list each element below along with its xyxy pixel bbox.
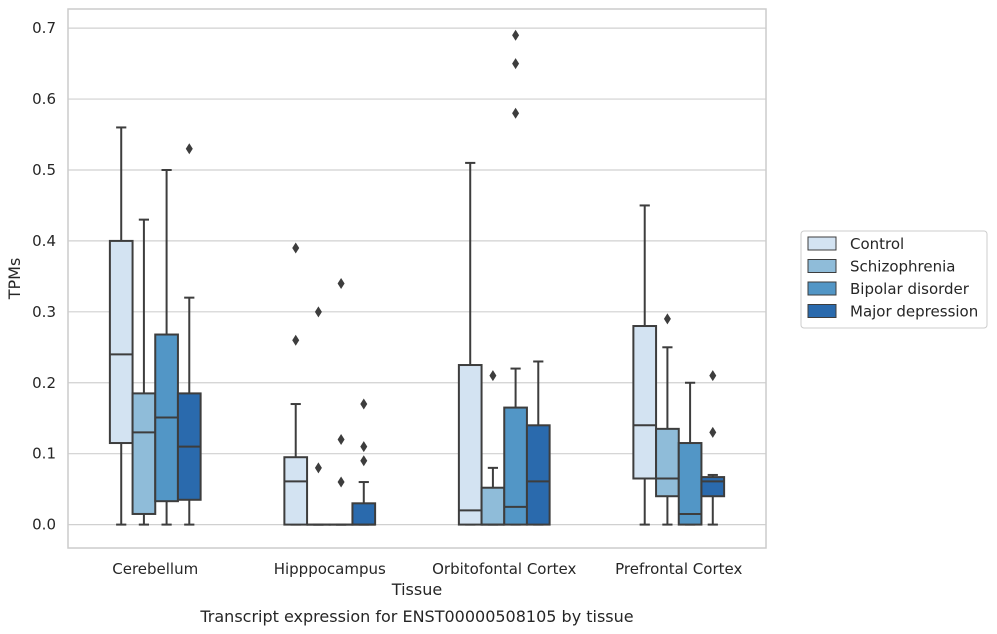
y-axis-ticks: 0.0 0.1 0.2 0.3 0.4 0.5 0.6 0.7 [32,19,56,533]
box-body [108,239,134,445]
chart-caption: Transcript expression for ENST0000050810… [199,607,633,626]
legend-swatch [807,259,837,273]
legend-label: Control [850,235,904,253]
box-1-2 [328,277,354,526]
box-0-2 [154,168,179,526]
outlier-point [337,433,345,445]
y-tick-label: 0.7 [32,19,56,37]
outlier-point [337,476,345,488]
plot-frame [67,8,767,549]
y-axis-label: TPMs [5,258,24,301]
box-body [351,502,377,526]
box-1-0 [283,242,309,526]
x-axis-ticks: Cerebellum Hipppocampus Orbitofontal Corte… [112,560,742,578]
y-tick-label: 0.2 [32,374,56,392]
box-0-3 [176,143,202,526]
legend: Control Schizophrenia Bipolar disorder Majo… [800,230,988,329]
box-body [131,392,157,515]
y-tick-label: 0.1 [32,445,56,463]
legend-swatch [807,281,837,296]
box-3-1 [655,313,680,526]
legend-label: Major depression [850,303,978,321]
box-2-3 [525,360,551,526]
legend-swatch [807,304,837,318]
box-3-3 [700,370,726,526]
box-body [700,476,726,498]
y-tick-label: 0.3 [32,303,56,321]
outlier-point [709,426,717,438]
box-plot-series [108,29,726,526]
y-tick-label: 0.6 [32,90,56,108]
x-tick-label: Cerebellum [112,560,198,578]
box-body [525,424,551,526]
box-body [632,325,658,480]
box-2-2 [503,29,528,526]
outlier-point [360,441,368,453]
box-body [677,442,703,526]
box-0-1 [131,218,157,526]
y-tick-label: 0.4 [32,232,56,250]
outlier-point [512,29,520,41]
box-1-3 [351,398,377,526]
outlier-point [185,143,193,155]
box-0-0 [108,126,134,526]
outlier-point [360,398,368,410]
box-3-0 [632,204,658,526]
y-tick-label: 0.0 [32,516,56,534]
outlier-point [512,107,520,119]
x-tick-label: Hipppocampus [274,560,386,578]
outlier-point [292,242,300,254]
box-body [655,427,680,498]
outlier-point [337,277,345,289]
outlier-point [512,58,520,70]
box-3-2 [677,381,703,526]
outlier-point [314,462,322,474]
x-tick-label: Prefrontal Cortex [615,560,742,578]
box-2-0 [457,161,483,526]
y-tick-label: 0.5 [32,161,56,179]
outlier-point [360,455,368,467]
outlier-point [709,370,717,382]
box-body [457,364,483,526]
legend-label: Bipolar disorder [850,280,970,298]
outlier-point [314,306,322,318]
x-tick-label: Orbitofontal Cortex [432,560,576,578]
x-axis-label: Tissue [391,580,442,599]
box-body [480,486,506,526]
legend-frame [800,230,988,329]
outlier-point [292,334,300,346]
legend-swatch [807,236,837,251]
box-1-1 [306,306,331,526]
outlier-point [489,370,497,382]
legend-label: Schizophrenia [850,258,955,276]
box-body [283,456,309,526]
box-2-1 [480,370,506,526]
outlier-point [663,313,671,325]
